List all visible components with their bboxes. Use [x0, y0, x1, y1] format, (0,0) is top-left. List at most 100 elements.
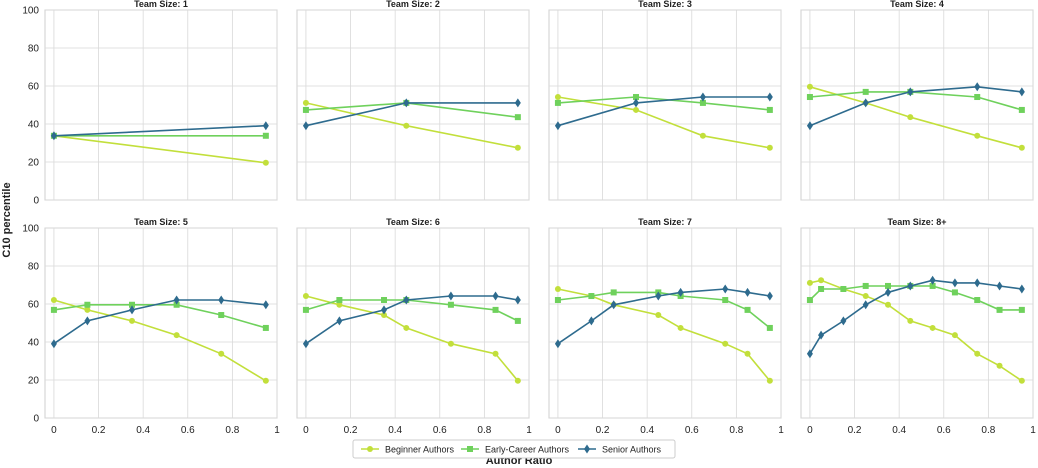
data-point: [1018, 377, 1025, 384]
data-point: [885, 301, 891, 308]
y-tick-label: 40: [28, 338, 40, 349]
panel-6: Team Size: 6 0 0.2 0.4 0.6 0.8 1: [296, 217, 532, 436]
series-line: [53, 135, 266, 164]
x-tick-label: 0.2: [848, 425, 862, 436]
panel-title: Team Size: 1: [134, 0, 188, 9]
y-axis-label: C10 percentile: [1, 182, 13, 257]
data-point: [722, 340, 729, 347]
data-point: [173, 301, 180, 308]
data-point: [885, 282, 891, 289]
data-point: [929, 282, 936, 289]
data-point: [447, 291, 454, 301]
data-point: [50, 297, 57, 304]
data-point: [492, 306, 499, 313]
data-point: [403, 122, 410, 129]
series-line: [53, 299, 267, 382]
data-point: [514, 317, 521, 324]
x-tick-label: 0.6: [685, 425, 699, 436]
data-point: [766, 377, 773, 384]
data-point: [514, 295, 521, 305]
data-point: [974, 297, 981, 304]
data-point: [677, 324, 684, 331]
data-point: [806, 349, 813, 359]
panel-2: Team Size: 2: [296, 0, 530, 201]
data-point: [996, 362, 1003, 369]
data-point: [907, 317, 914, 324]
data-point: [514, 98, 521, 108]
x-tick-label: 0.4: [640, 425, 654, 436]
legend-box: [352, 439, 676, 459]
x-tick-label: 1: [274, 425, 280, 436]
panel-1: Team Size: 1 0 20 40 60 80 100: [22, 0, 278, 207]
panel-8: Team Size: 8+ 0 0.2 0.4 0.6 0.8 1: [800, 217, 1036, 436]
data-point: [554, 285, 561, 292]
data-point: [50, 306, 57, 313]
data-point: [744, 350, 751, 357]
data-point: [554, 121, 561, 131]
data-point: [840, 316, 847, 326]
series-line: [557, 96, 770, 149]
data-point: [907, 281, 914, 291]
data-point: [1018, 284, 1025, 294]
legend-label: Early-Career Authors: [485, 445, 570, 455]
data-point: [862, 88, 869, 95]
data-point: [84, 316, 91, 326]
data-point: [302, 99, 309, 106]
data-point: [885, 287, 891, 297]
x-tick-label: 0.4: [892, 425, 906, 436]
panel-title: Team Size: 8+: [887, 217, 946, 227]
data-point: [633, 94, 639, 101]
data-point: [806, 297, 813, 304]
data-point: [218, 312, 225, 319]
data-point: [129, 317, 135, 324]
data-point: [588, 316, 595, 326]
panel-frame: [296, 227, 530, 419]
panel-frame: [44, 227, 278, 419]
y-tick-label: 60: [28, 300, 40, 311]
data-point: [554, 339, 561, 349]
data-point: [554, 94, 561, 101]
x-tick-label: 0.2: [92, 425, 106, 436]
data-point: [806, 121, 813, 131]
y-tick-label: 0: [33, 414, 39, 425]
x-tick-label: 1: [1030, 425, 1036, 436]
data-point: [403, 98, 410, 108]
x-tick-label: 0.8: [729, 425, 743, 436]
data-point: [862, 300, 869, 310]
data-point: [633, 98, 639, 108]
data-point: [84, 301, 91, 308]
y-tick-label: 80: [28, 44, 40, 55]
data-point: [129, 301, 135, 308]
panel-frame: [800, 9, 1034, 201]
data-point: [447, 301, 454, 308]
data-point: [218, 295, 225, 305]
data-point: [818, 330, 825, 340]
legend-label: Senior Authors: [602, 445, 662, 455]
data-point: [336, 297, 343, 304]
panel-4: Team Size: 4: [800, 0, 1034, 201]
data-point: [766, 92, 773, 102]
data-point: [766, 324, 773, 331]
data-point: [514, 377, 521, 384]
data-point: [818, 285, 825, 292]
data-point: [610, 300, 617, 310]
data-point: [336, 316, 343, 326]
x-tick-label: 0.2: [344, 425, 358, 436]
y-tick-label: 60: [28, 82, 40, 93]
data-point: [974, 132, 981, 139]
data-point: [262, 159, 269, 166]
data-point: [862, 282, 869, 289]
y-tick-label: 80: [28, 262, 40, 273]
x-tick-label: 0: [51, 425, 57, 436]
data-point: [907, 114, 914, 121]
data-point: [974, 82, 981, 92]
data-point: [951, 332, 958, 339]
x-tick-label: 0.8: [981, 425, 995, 436]
data-point: [262, 377, 269, 384]
series-line: [557, 288, 770, 345]
data-point: [996, 306, 1003, 313]
data-point: [381, 312, 387, 319]
data-point: [403, 324, 410, 331]
